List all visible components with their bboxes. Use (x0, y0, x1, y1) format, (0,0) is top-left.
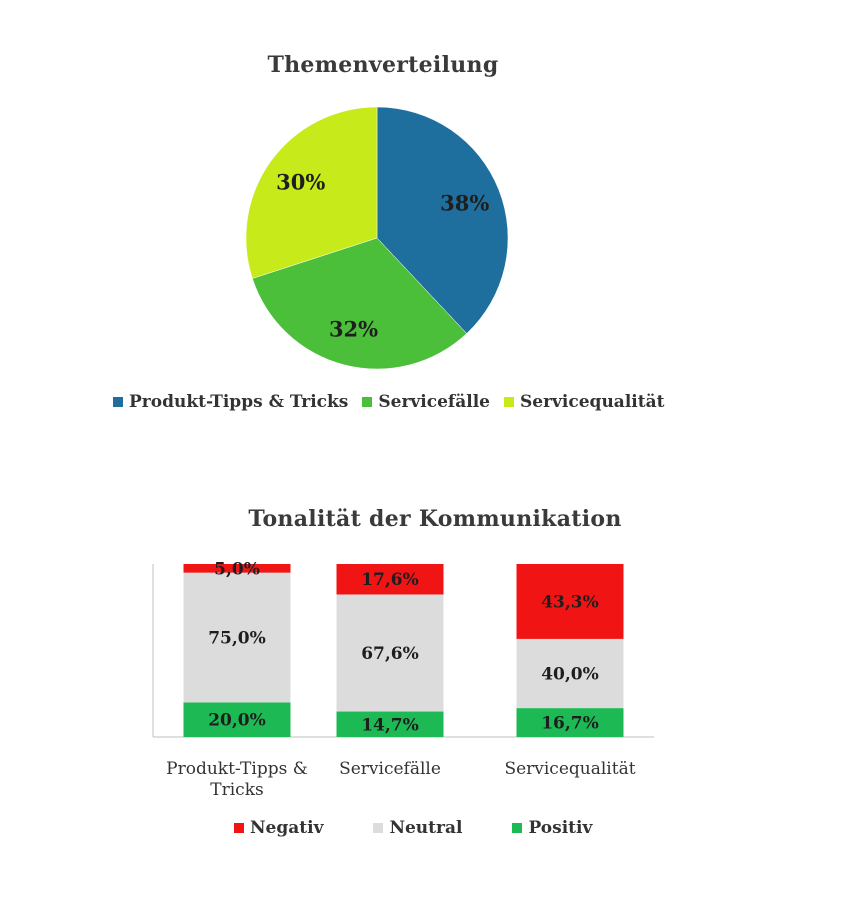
legend-label: Neutral (389, 818, 463, 838)
bar-legend-item: Negativ (234, 818, 323, 838)
legend-label: Servicequalität (520, 392, 665, 412)
legend-swatch (113, 397, 123, 407)
pie-legend-item: Servicefälle (362, 392, 490, 412)
legend-label: Negativ (250, 818, 324, 838)
category-tick-label: Servicefälle (339, 759, 441, 779)
pie-slice (245, 106, 378, 279)
bar-segment (516, 638, 624, 709)
pie-slice-label: 32% (329, 316, 378, 341)
bar-segment (336, 564, 444, 595)
bar-value-label: 75,0% (208, 629, 266, 649)
bar-value-label: 40,0% (541, 665, 599, 685)
legend-swatch (373, 823, 384, 833)
category-tick-label: Tricks (210, 780, 263, 800)
bar-value-label: 20,0% (208, 711, 266, 731)
legend-swatch (512, 823, 523, 833)
bar-legend-item: Neutral (373, 818, 462, 838)
bar-segment (336, 711, 444, 737)
legend-swatch (234, 823, 244, 833)
pie-slice-label: 38% (440, 190, 489, 215)
legend-swatch (504, 397, 514, 407)
bar-segment (516, 708, 624, 737)
bar-value-label: 17,6% (361, 570, 419, 590)
pie-legend-item: Servicequalität (504, 392, 664, 412)
bar-legend: Negativ Neutral Positiv (234, 818, 642, 838)
bar-chart-title: Tonalität der Kommunikation (248, 506, 622, 532)
bar-segment (183, 702, 291, 737)
legend-label: Positiv (528, 818, 593, 838)
pie-chart-title: Themenverteilung (267, 52, 499, 78)
bar-value-label: 5,0% (214, 559, 260, 579)
bar-value-label: 14,7% (361, 715, 419, 735)
category-tick-label: Servicequalität (504, 759, 635, 779)
pie-legend-item: Produkt-Tipps & Tricks (113, 392, 348, 412)
category-tick-label: Produkt-Tipps & (166, 759, 308, 779)
legend-label: Servicefälle (378, 392, 490, 412)
bar-value-label: 43,3% (541, 592, 599, 612)
legend-swatch (362, 397, 373, 407)
bar-segment (336, 594, 444, 712)
legend-label: Produkt-Tipps & Tricks (129, 392, 349, 412)
pie-slice (376, 106, 509, 334)
bar-segment (516, 564, 624, 639)
bar-legend-item: Positiv (512, 818, 592, 838)
bar-value-label: 67,6% (361, 644, 419, 664)
bar-segment (183, 564, 291, 573)
bar-segment (183, 572, 291, 703)
pie-slice-label: 30% (276, 170, 325, 195)
bar-value-label: 16,7% (541, 714, 599, 734)
pie-legend: Produkt-Tipps & Tricks Servicefälle Servic… (113, 392, 678, 412)
pie-slice (252, 237, 468, 370)
